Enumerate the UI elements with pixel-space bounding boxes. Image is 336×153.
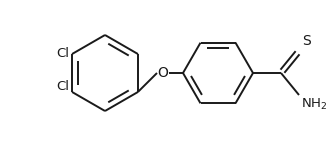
Text: NH$_2$: NH$_2$ xyxy=(301,97,327,112)
Text: Cl: Cl xyxy=(56,47,69,60)
Text: Cl: Cl xyxy=(56,80,69,93)
Text: O: O xyxy=(158,66,168,80)
Text: S: S xyxy=(302,34,311,48)
